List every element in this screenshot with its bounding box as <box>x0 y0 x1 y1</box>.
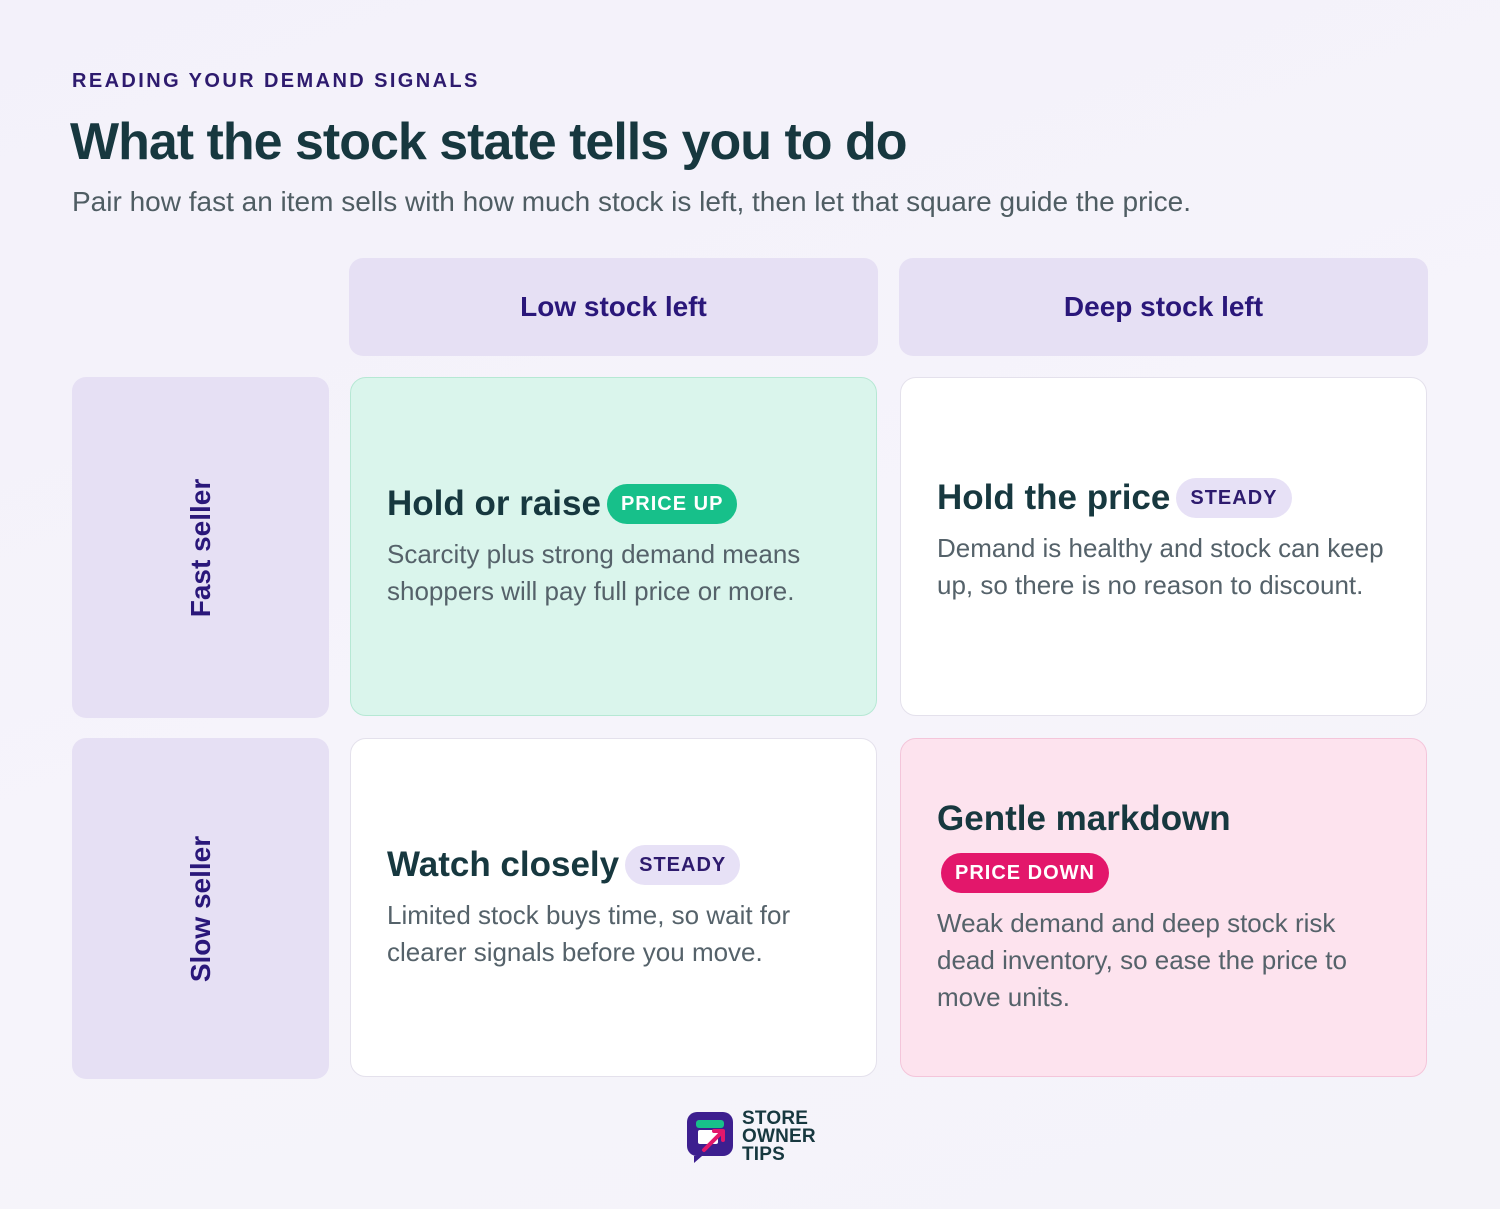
cell-fast-deep: Hold the price STEADY Demand is healthy … <box>900 377 1427 716</box>
column-header-deep-stock: Deep stock left <box>899 258 1428 356</box>
price-down-badge: PRICE DOWN <box>941 853 1109 893</box>
logo-text-line: OWNER <box>742 1126 816 1147</box>
steady-badge: STEADY <box>1176 477 1292 518</box>
cell-title: Watch closely <box>387 844 620 884</box>
store-logo-icon <box>687 1112 733 1163</box>
cell-slow-low: Watch closely STEADY Limited stock buys … <box>350 738 877 1077</box>
logo-text-line: STORE <box>742 1108 809 1129</box>
logo-text-line: TIPS <box>742 1144 786 1165</box>
row-header-fast-seller: Fast seller <box>72 377 329 718</box>
cell-description: Limited stock buys time, so wait for cle… <box>387 899 791 967</box>
page-title: What the stock state tells you to do <box>70 113 908 171</box>
cell-description: Weak demand and deep stock risk dead inv… <box>937 908 1347 1012</box>
cell-description: Scarcity plus strong demand means shoppe… <box>387 538 801 606</box>
cell-slow-deep: Gentle markdown PRICE DOWN Weak demand a… <box>900 738 1427 1077</box>
eyebrow-label: READING YOUR DEMAND SIGNALS <box>72 70 480 92</box>
cell-title: Hold or raise <box>387 483 601 523</box>
row-header-label: Fast seller <box>184 478 216 617</box>
steady-badge: STEADY <box>625 844 741 885</box>
cell-title: Hold the price <box>937 477 1171 517</box>
column-header-low-stock: Low stock left <box>349 258 878 356</box>
cell-title: Gentle markdown <box>937 799 1231 838</box>
row-header-label: Slow seller <box>184 835 216 982</box>
cell-description: Demand is healthy and stock can keep up,… <box>937 532 1384 600</box>
price-up-badge: PRICE UP <box>606 483 738 524</box>
page-subtitle: Pair how fast an item sells with how muc… <box>72 186 1191 217</box>
row-header-slow-seller: Slow seller <box>72 738 329 1079</box>
store-owner-tips-logo: STORE OWNER TIPS <box>686 1108 816 1165</box>
cell-fast-low: Hold or raise PRICE UP Scarcity plus str… <box>350 377 877 716</box>
